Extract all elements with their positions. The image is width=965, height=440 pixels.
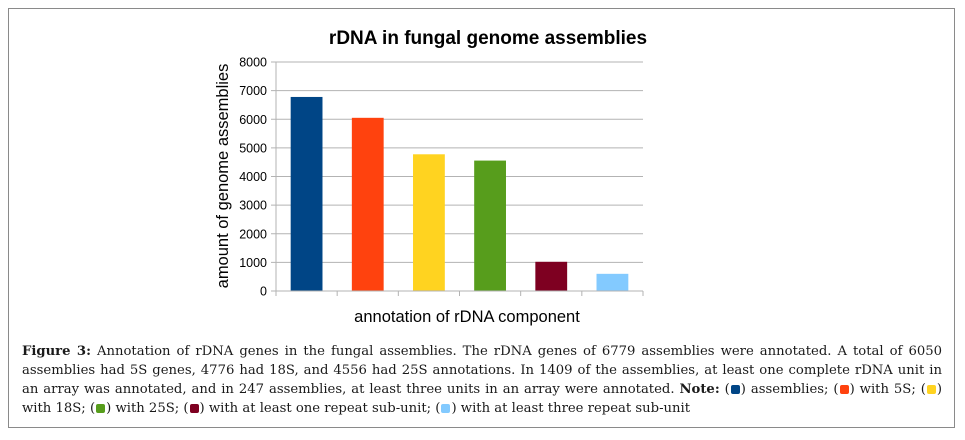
y-axis-ticks: 0 1000 2000 3000 4000 5000 6000 7000 8000 bbox=[239, 56, 276, 299]
legend-swatch bbox=[189, 404, 199, 413]
bar-chart: rDNA in fungal genome assemblies 0 1000 20… bbox=[214, 28, 647, 326]
bars bbox=[290, 96, 629, 291]
caption-text: Annotation of rDNA genes in the fungal a… bbox=[22, 344, 942, 397]
legend-entry: () assemblies; bbox=[724, 382, 829, 397]
y-axis-label: amount of genome assemblies bbox=[214, 64, 232, 289]
caption-label: Figure 3: bbox=[22, 344, 91, 359]
caption-legend: () assemblies; () with 5S; () with 18S; … bbox=[22, 382, 942, 416]
y-tick-label: 0 bbox=[260, 285, 267, 299]
legend-entry: () with at least three repeat sub-unit bbox=[431, 401, 691, 416]
legend-text: with at least one repeat sub-unit; bbox=[208, 401, 432, 416]
y-tick-label: 5000 bbox=[239, 141, 267, 155]
y-tick-label: 2000 bbox=[239, 227, 267, 241]
chart-title: rDNA in fungal genome assemblies bbox=[329, 28, 647, 49]
y-tick-label: 6000 bbox=[239, 113, 267, 127]
figure-caption: Figure 3: Annotation of rDNA genes in th… bbox=[22, 342, 942, 418]
legend-swatch bbox=[96, 404, 106, 413]
y-tick-label: 1000 bbox=[239, 256, 267, 270]
legend-swatch bbox=[926, 385, 936, 394]
y-tick-label: 8000 bbox=[239, 56, 267, 70]
legend-swatch bbox=[441, 404, 451, 413]
bar-5 bbox=[535, 261, 568, 291]
y-tick-label: 4000 bbox=[239, 170, 267, 184]
bar-1 bbox=[290, 96, 323, 291]
legend-entry: () with 18S; bbox=[22, 382, 943, 416]
y-tick-label: 3000 bbox=[239, 199, 267, 213]
legend-text: with 18S; bbox=[22, 401, 86, 416]
legend-text: with 5S; bbox=[859, 382, 916, 397]
legend-swatch bbox=[839, 385, 849, 394]
x-axis-ticks bbox=[275, 291, 644, 296]
bar-3 bbox=[413, 154, 445, 291]
y-tick-label: 7000 bbox=[239, 84, 267, 98]
legend-swatch bbox=[730, 385, 740, 394]
gridlines bbox=[276, 61, 643, 263]
legend-entry: () with 5S; bbox=[828, 382, 916, 397]
legend-entry: () with at least one repeat sub-unit; bbox=[179, 401, 432, 416]
bar-2 bbox=[351, 117, 384, 291]
bar-4 bbox=[474, 160, 506, 291]
legend-entry: () with 25S; bbox=[85, 401, 180, 416]
legend-text: with at least three repeat sub-unit bbox=[460, 401, 691, 416]
bar-6 bbox=[596, 273, 629, 291]
legend-text: assemblies; bbox=[750, 382, 829, 397]
note-label: Note: bbox=[679, 382, 720, 397]
x-axis-label: annotation of rDNA component bbox=[354, 308, 580, 326]
legend-text: with 25S; bbox=[115, 401, 180, 416]
